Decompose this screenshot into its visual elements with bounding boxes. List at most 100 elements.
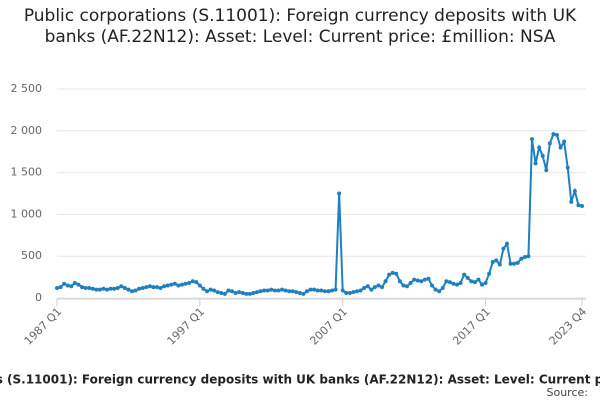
- data-point: [137, 286, 142, 291]
- data-point: [401, 283, 406, 288]
- x-axis-label: Public corporations (S.11001): Foreign c…: [0, 373, 600, 387]
- data-point: [251, 290, 256, 295]
- y-tick-label: 1 000: [11, 207, 43, 220]
- data-point: [55, 285, 59, 290]
- data-point: [58, 285, 63, 290]
- data-point: [433, 287, 438, 292]
- data-point: [530, 137, 534, 142]
- data-point: [580, 204, 584, 209]
- data-point: [544, 168, 549, 173]
- data-point: [501, 246, 506, 251]
- data-point: [380, 285, 384, 290]
- data-point: [258, 289, 263, 294]
- data-point: [169, 282, 174, 287]
- data-point: [80, 285, 84, 290]
- data-point: [65, 283, 70, 288]
- data-point: [240, 290, 245, 295]
- data-point: [494, 258, 499, 263]
- data-point: [244, 291, 249, 296]
- data-point: [87, 285, 92, 290]
- data-point: [247, 291, 252, 296]
- data-point: [115, 285, 120, 290]
- data-point: [276, 288, 281, 293]
- data-point: [469, 279, 474, 284]
- data-point: [194, 280, 199, 285]
- data-point: [62, 281, 67, 286]
- y-tick-label: 500: [21, 249, 42, 262]
- data-point: [130, 289, 134, 294]
- data-point: [237, 290, 242, 295]
- data-point: [394, 271, 399, 276]
- data-point: [172, 281, 177, 286]
- data-point: [108, 286, 113, 291]
- data-point: [262, 288, 267, 293]
- data-point: [283, 288, 288, 293]
- data-point: [408, 280, 413, 285]
- data-point: [151, 285, 156, 290]
- data-point: [451, 281, 456, 286]
- data-point: [465, 275, 470, 280]
- data-point: [126, 287, 131, 292]
- data-point: [165, 283, 170, 288]
- data-point: [140, 285, 145, 290]
- data-point: [569, 199, 574, 204]
- data-point: [515, 260, 520, 265]
- data-point: [265, 288, 270, 293]
- data-point: [472, 280, 477, 285]
- data-point: [215, 290, 220, 295]
- data-point: [72, 280, 77, 285]
- data-point: [444, 279, 449, 284]
- data-point: [294, 290, 299, 295]
- data-point: [297, 290, 302, 295]
- data-point: [226, 288, 231, 293]
- data-point: [565, 165, 570, 170]
- data-point: [355, 289, 359, 294]
- data-point: [197, 283, 202, 288]
- data-point: [219, 290, 224, 295]
- data-point: [505, 241, 509, 246]
- data-point: [272, 288, 277, 293]
- x-tick-label: 2007 Q1: [307, 305, 350, 348]
- data-point: [122, 285, 127, 290]
- y-tick-label: 0: [35, 291, 42, 304]
- data-point: [201, 286, 206, 291]
- data-point: [312, 287, 317, 292]
- data-point: [183, 281, 188, 286]
- data-point: [340, 288, 345, 293]
- data-point: [147, 284, 152, 289]
- data-point: [269, 287, 274, 292]
- data-point: [230, 289, 234, 294]
- data-point: [155, 285, 159, 290]
- data-point: [440, 285, 445, 290]
- data-point: [490, 260, 495, 265]
- data-point: [330, 288, 334, 293]
- data-point: [551, 132, 556, 137]
- data-point: [187, 280, 192, 285]
- data-point: [351, 290, 356, 295]
- data-point: [158, 285, 163, 290]
- data-point: [233, 290, 238, 295]
- data-point: [90, 286, 95, 291]
- data-point: [555, 132, 559, 137]
- y-tick-label: 2 000: [11, 124, 43, 137]
- data-point: [119, 284, 124, 289]
- data-point: [512, 261, 517, 266]
- data-point: [369, 287, 374, 292]
- data-point: [301, 291, 306, 296]
- data-point: [522, 255, 527, 260]
- data-point: [94, 287, 99, 292]
- data-point: [190, 279, 195, 284]
- data-point: [105, 287, 109, 292]
- data-point: [412, 277, 417, 282]
- data-point: [133, 288, 138, 293]
- data-point: [308, 287, 313, 292]
- data-point: [344, 290, 349, 295]
- chart-title: Public corporations (S.11001): Foreign c…: [23, 6, 577, 47]
- data-point: [576, 203, 581, 208]
- source: Source:: [547, 386, 589, 399]
- data-point: [362, 285, 367, 290]
- data-point: [76, 282, 81, 287]
- data-point: [162, 284, 167, 289]
- data-point: [205, 289, 209, 294]
